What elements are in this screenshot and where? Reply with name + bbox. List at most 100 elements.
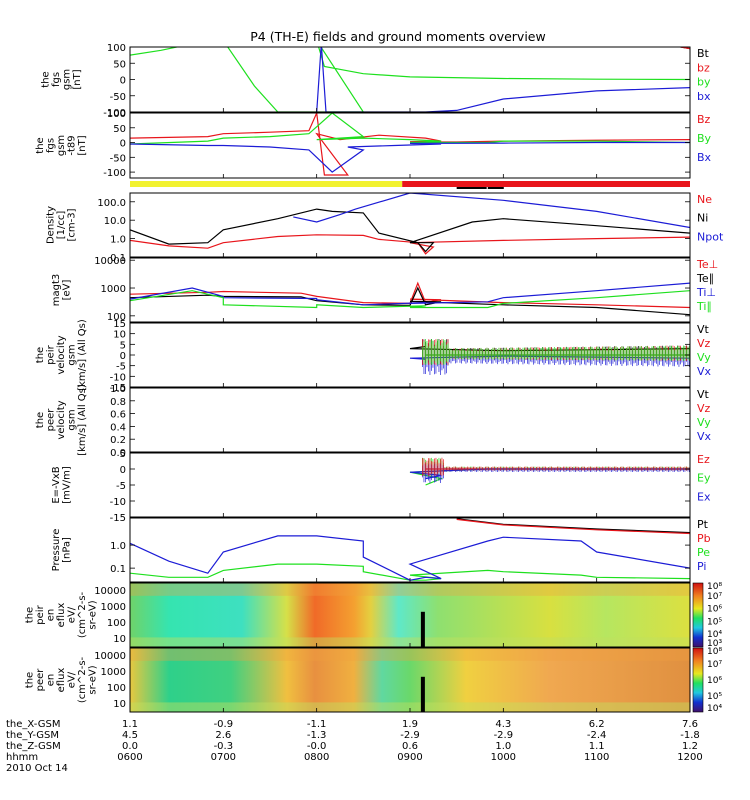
svg-text:[nT]: [nT] <box>77 135 88 155</box>
series-fgs-t89-By <box>130 113 690 145</box>
colorbar-tick-label: 10⁶ <box>707 605 722 615</box>
svg-text:en: en <box>46 609 57 622</box>
legend-Vz: Vz <box>697 402 711 415</box>
x-axis-value: 2.6 <box>215 730 231 741</box>
y-tick-label: -100 <box>103 108 126 119</box>
legend-Vx: Vx <box>697 365 712 378</box>
y-tick-label: 100.0 <box>97 198 126 209</box>
legend-Ez: Ez <box>697 453 710 466</box>
x-axis-value: -1.8 <box>680 730 700 741</box>
svg-text:the: the <box>40 71 51 87</box>
x-axis-value: -1.1 <box>307 719 327 730</box>
legend-bz: bz <box>697 61 710 74</box>
x-axis-value: 0800 <box>304 752 329 763</box>
x-axis-value: 1.0 <box>495 741 511 752</box>
y-tick-label: 100 <box>107 43 126 54</box>
legend-Bt: Bt <box>697 47 710 60</box>
legend-by: by <box>697 76 711 89</box>
legend-Ey: Ey <box>697 472 711 485</box>
y-tick-label: 100 <box>107 312 126 323</box>
legend-Vt: Vt <box>697 323 710 336</box>
y-axis-label: the peir en eflux eV/(cm^2-s-sr-eV) <box>25 591 99 638</box>
svg-text:gsm: gsm <box>67 344 78 365</box>
panel-frame <box>129 192 691 258</box>
x-axis-value: 6.2 <box>589 719 605 730</box>
x-axis-value: -2.9 <box>400 730 420 741</box>
svg-text:the: the <box>35 347 46 363</box>
legend-Ne: Ne <box>697 193 712 206</box>
svg-text:[km/s] (All Qs): [km/s] (All Qs) <box>77 384 88 456</box>
svg-text:en: en <box>46 674 57 687</box>
x-axis-value: 1100 <box>584 752 609 763</box>
y-tick-label: 0.6 <box>110 410 126 421</box>
x-axis-value: -2.4 <box>587 730 607 741</box>
y-tick-label: 0 <box>120 351 126 362</box>
x-axis-value: -0.9 <box>214 719 234 730</box>
panel-temperature: 10000 1000 100 Te⊥Te∥Ti⊥Ti∥ magt3 [eV] <box>51 256 718 323</box>
svg-text:the: the <box>35 137 46 153</box>
legend-Vz: Vz <box>697 337 711 350</box>
date-label: 2010 Oct 14 <box>6 763 68 774</box>
noise-region <box>422 339 690 375</box>
x-axis-value: 4.3 <box>495 719 511 730</box>
legend-Vt: Vt <box>697 388 710 401</box>
y-tick-label: 1000 <box>101 284 126 295</box>
svg-text:eV/: eV/ <box>67 671 78 688</box>
svg-text:[eV]: [eV] <box>61 280 72 301</box>
x-axis-value: 1.2 <box>682 741 698 752</box>
legend-Pt: Pt <box>697 518 709 531</box>
svg-text:-t89: -t89 <box>67 135 78 155</box>
series-fgs-t89-Bx <box>130 141 690 173</box>
x-axis-value: 1.1 <box>122 719 138 730</box>
colorbar-peir-eflux <box>692 582 704 648</box>
svg-text:(cm^2-s-: (cm^2-s- <box>77 591 88 638</box>
y-tick-label: 0.1 <box>110 564 126 575</box>
legend-Ex: Ex <box>697 490 711 503</box>
spectrogram-band <box>130 702 690 712</box>
svg-text:eV/: eV/ <box>67 606 78 623</box>
y-tick-label: -100 <box>103 168 126 179</box>
svg-text:[1/cc]: [1/cc] <box>56 211 67 240</box>
y-tick-label: -5 <box>116 481 126 492</box>
y-tick-label: -15 <box>110 513 126 524</box>
legend-Pb: Pb <box>697 532 711 545</box>
x-axis-value: 1200 <box>677 752 702 763</box>
series-temperature-Ti⊥ <box>130 282 690 306</box>
mode-bar-mark <box>487 187 504 189</box>
x-axis-value: 1.9 <box>402 719 418 730</box>
y-tick-label: 0.0 <box>110 448 126 459</box>
y-tick-label: 1000 <box>101 602 126 613</box>
y-tick-label: 100 <box>107 683 126 694</box>
svg-text:fgs: fgs <box>46 138 57 153</box>
y-tick-label: 10 <box>113 699 126 710</box>
spectrogram-peer-eflux <box>130 648 690 712</box>
y-tick-label: 100 <box>107 618 126 629</box>
svg-text:gsm: gsm <box>56 135 67 156</box>
x-axis-value: -0.0 <box>307 741 327 752</box>
panel-density: 100.0 10.0 1.0 0.1 Ne Ni Npot Density [1/cc] [cm-… <box>46 192 724 264</box>
colorbar-tick-label: 10⁷ <box>707 592 722 602</box>
y-axis-label: the fgs gsm [nT] <box>40 69 83 90</box>
legend-Bz: Bz <box>697 113 711 126</box>
legend-Pi: Pi <box>697 560 706 573</box>
y-tick-label: 10000 <box>94 256 126 267</box>
svg-text:(cm^2-s-: (cm^2-s- <box>77 656 88 703</box>
svg-text:magt3: magt3 <box>51 274 62 307</box>
svg-text:Density: Density <box>46 206 57 244</box>
svg-text:gsm: gsm <box>67 409 78 430</box>
x-axis-value: 0900 <box>397 752 422 763</box>
legend-Vy: Vy <box>697 351 711 364</box>
colorbar-tick-label: 10⁵ <box>707 692 722 702</box>
y-axis-label: the peer velocity gsm [km/s] (All Qs) <box>35 384 88 456</box>
y-tick-label: -5 <box>116 362 126 373</box>
svg-text:sr-eV): sr-eV) <box>88 665 99 694</box>
legend-By: By <box>697 132 712 145</box>
series-density-Ne <box>130 234 690 255</box>
y-tick-label: -10 <box>110 497 126 508</box>
y-tick-label: 50 <box>113 59 126 70</box>
panel-efield: 5 0 -5 -10 -15 Ez Ey Ex E=-VxB [mV/m] <box>51 449 711 524</box>
